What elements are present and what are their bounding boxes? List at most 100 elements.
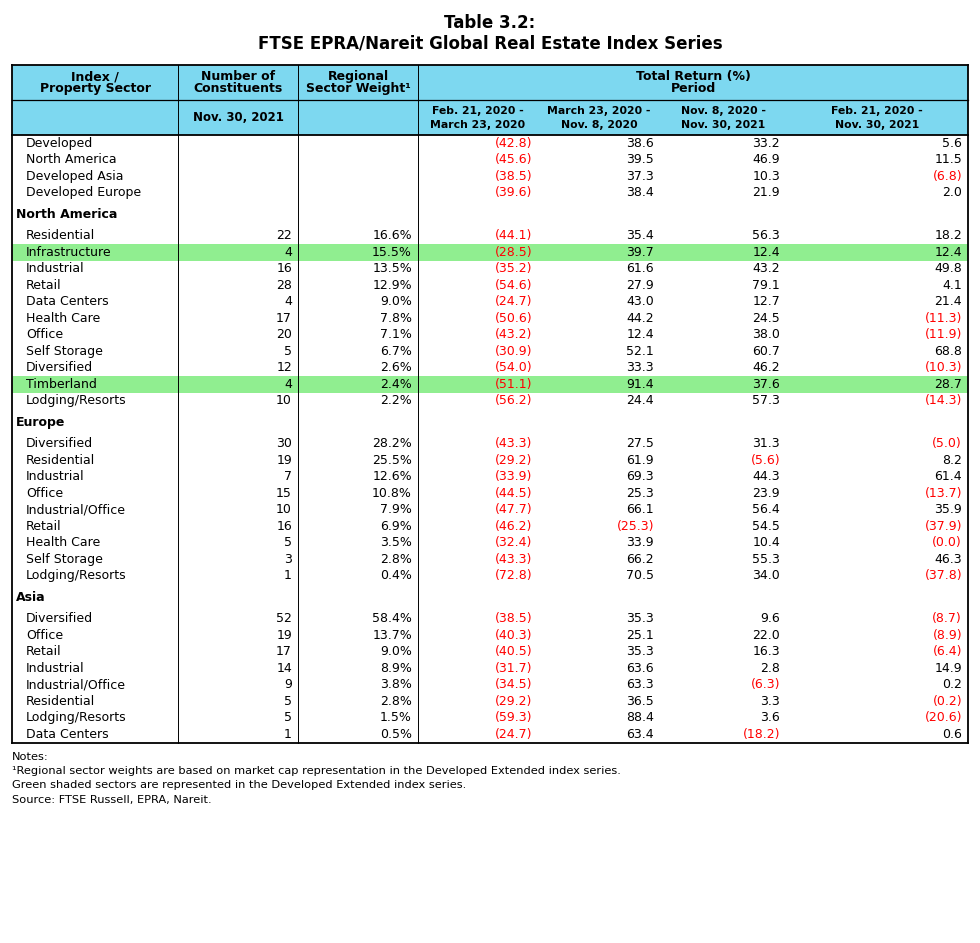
Text: 28.7: 28.7 (934, 378, 962, 390)
Text: (54.6): (54.6) (495, 279, 532, 291)
Text: Retail: Retail (26, 645, 62, 658)
Text: 12.4: 12.4 (934, 246, 962, 258)
Text: 31.3: 31.3 (753, 438, 780, 450)
Text: 9.6: 9.6 (760, 612, 780, 625)
Text: (10.3): (10.3) (924, 361, 962, 374)
Text: Lodging/Resorts: Lodging/Resorts (26, 394, 126, 407)
Text: 16: 16 (276, 262, 292, 275)
Text: 17: 17 (276, 312, 292, 324)
Text: Data Centers: Data Centers (26, 728, 109, 741)
Text: 22: 22 (276, 229, 292, 242)
Text: Asia: Asia (16, 590, 46, 604)
Text: (54.0): (54.0) (494, 361, 532, 374)
Text: 28: 28 (276, 279, 292, 291)
Text: 37.3: 37.3 (626, 170, 654, 183)
Text: 44.2: 44.2 (626, 312, 654, 324)
Text: 8.2: 8.2 (942, 454, 962, 467)
Text: North America: North America (16, 207, 118, 221)
Text: North America: North America (26, 154, 117, 166)
Text: (29.2): (29.2) (495, 695, 532, 708)
Text: (59.3): (59.3) (495, 711, 532, 724)
Text: Notes:: Notes: (12, 753, 49, 763)
Text: 24.4: 24.4 (626, 394, 654, 407)
Text: 61.6: 61.6 (626, 262, 654, 275)
Text: Residential: Residential (26, 454, 95, 467)
Text: Developed Europe: Developed Europe (26, 187, 141, 199)
Text: Nov. 8, 2020: Nov. 8, 2020 (561, 120, 637, 129)
Text: Residential: Residential (26, 695, 95, 708)
Text: (72.8): (72.8) (494, 570, 532, 582)
Text: 35.3: 35.3 (626, 612, 654, 625)
Text: (25.3): (25.3) (616, 520, 654, 533)
Text: 14: 14 (276, 662, 292, 675)
Text: 22.0: 22.0 (753, 629, 780, 642)
Text: (33.9): (33.9) (495, 471, 532, 483)
Text: 44.3: 44.3 (753, 471, 780, 483)
Text: 58.4%: 58.4% (372, 612, 412, 625)
Text: Index /: Index / (72, 70, 119, 83)
Text: 25.3: 25.3 (626, 487, 654, 500)
Text: Constituents: Constituents (193, 82, 282, 95)
Text: 21.9: 21.9 (753, 187, 780, 199)
Text: (43.3): (43.3) (495, 438, 532, 450)
Text: ¹Regional sector weights are based on market cap representation in the Developed: ¹Regional sector weights are based on ma… (12, 767, 621, 776)
Text: 0.2: 0.2 (942, 678, 962, 691)
Text: Diversified: Diversified (26, 612, 93, 625)
Text: Industrial/Office: Industrial/Office (26, 504, 126, 516)
Text: 15: 15 (276, 487, 292, 500)
Text: 70.5: 70.5 (626, 570, 654, 582)
Text: 3.8%: 3.8% (380, 678, 412, 691)
Text: 35.9: 35.9 (934, 504, 962, 516)
Text: 9.0%: 9.0% (380, 295, 412, 308)
Text: 10: 10 (276, 394, 292, 407)
Text: 12.9%: 12.9% (372, 279, 412, 291)
Text: (34.5): (34.5) (495, 678, 532, 691)
Text: March 23, 2020 -: March 23, 2020 - (547, 106, 651, 115)
Text: 27.5: 27.5 (626, 438, 654, 450)
Text: (13.7): (13.7) (924, 487, 962, 500)
Text: 3.6: 3.6 (760, 711, 780, 724)
Text: (56.2): (56.2) (495, 394, 532, 407)
Text: (32.4): (32.4) (495, 537, 532, 549)
Text: Office: Office (26, 328, 63, 341)
Text: (24.7): (24.7) (495, 295, 532, 308)
Text: 10: 10 (276, 504, 292, 516)
Text: 12: 12 (276, 361, 292, 374)
Text: (50.6): (50.6) (494, 312, 532, 324)
Text: 61.9: 61.9 (626, 454, 654, 467)
Text: Office: Office (26, 629, 63, 642)
Text: 23.9: 23.9 (753, 487, 780, 500)
Text: 10.4: 10.4 (753, 537, 780, 549)
Text: 52.1: 52.1 (626, 345, 654, 357)
Text: Lodging/Resorts: Lodging/Resorts (26, 711, 126, 724)
Text: (44.1): (44.1) (495, 229, 532, 242)
Text: 24.5: 24.5 (753, 312, 780, 324)
Text: Residential: Residential (26, 229, 95, 242)
Text: (47.7): (47.7) (494, 504, 532, 516)
Text: 19: 19 (276, 629, 292, 642)
Text: 34.0: 34.0 (753, 570, 780, 582)
Text: 6.7%: 6.7% (380, 345, 412, 357)
Text: 9: 9 (284, 678, 292, 691)
Text: 8.9%: 8.9% (380, 662, 412, 675)
Text: 7.8%: 7.8% (380, 312, 412, 324)
Text: 2.0: 2.0 (942, 187, 962, 199)
Text: Timberland: Timberland (26, 378, 97, 390)
Text: Green shaded sectors are represented in the Developed Extended index series.: Green shaded sectors are represented in … (12, 781, 466, 790)
Text: 88.4: 88.4 (626, 711, 654, 724)
Text: 2.4%: 2.4% (380, 378, 412, 390)
Text: (6.3): (6.3) (751, 678, 780, 691)
Text: Health Care: Health Care (26, 312, 100, 324)
Text: 2.8: 2.8 (760, 662, 780, 675)
Text: 30: 30 (276, 438, 292, 450)
Text: 0.4%: 0.4% (380, 570, 412, 582)
Text: Industrial/Office: Industrial/Office (26, 678, 126, 691)
Text: (43.2): (43.2) (495, 328, 532, 341)
Text: 0.6: 0.6 (942, 728, 962, 741)
Text: 28.2%: 28.2% (372, 438, 412, 450)
Text: Total Return (%): Total Return (%) (636, 70, 751, 83)
Text: (11.3): (11.3) (924, 312, 962, 324)
Text: 39.5: 39.5 (626, 154, 654, 166)
Text: (14.3): (14.3) (924, 394, 962, 407)
Text: 4.1: 4.1 (942, 279, 962, 291)
